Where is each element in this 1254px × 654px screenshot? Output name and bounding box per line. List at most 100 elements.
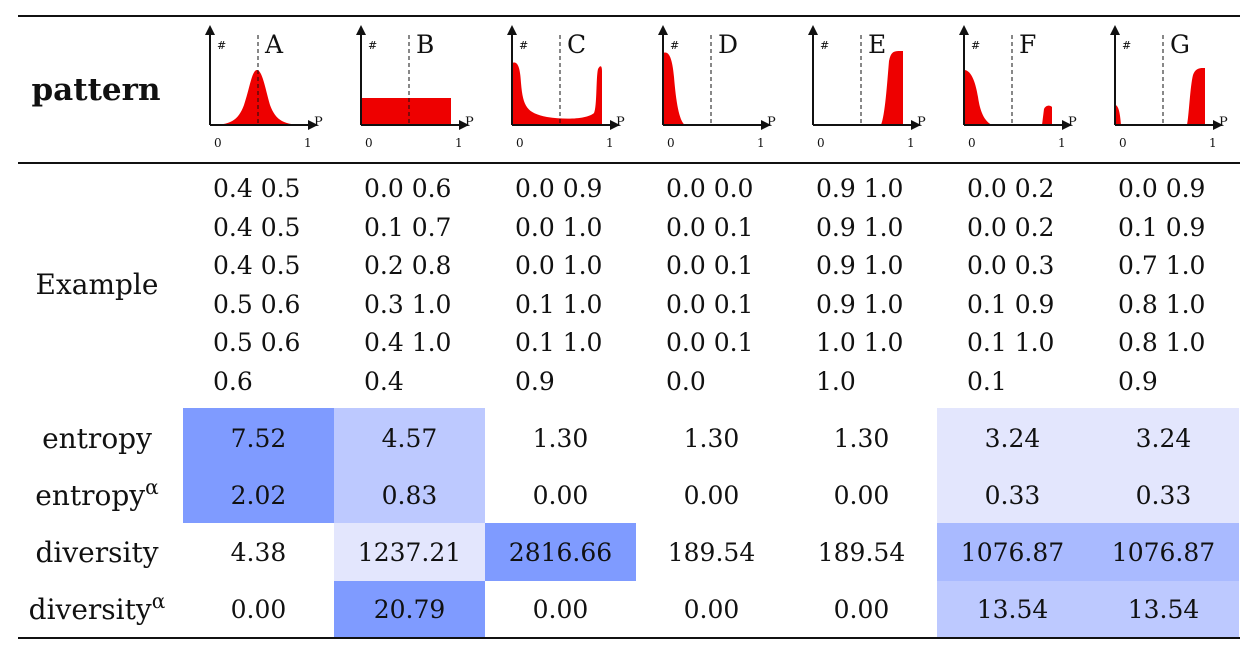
x-tick-min: 0 — [968, 136, 976, 150]
y-axis-label: # — [217, 39, 226, 52]
example-line: 0.1 1.0 — [967, 328, 1055, 357]
metric-value-g: 13.54 — [1127, 595, 1200, 624]
y-axis-arrow — [356, 25, 366, 35]
x-tick-min: 0 — [1119, 136, 1127, 150]
metric-value-a: 4.38 — [230, 538, 287, 567]
example-cell-b: 0.0 0.6 0.1 0.7 0.2 0.8 0.3 1.0 0.4 1.0 0.4 — [364, 170, 451, 401]
example-line: 0.1 1.0 — [515, 289, 603, 319]
example-cell-g: 0.0 0.9 0.1 0.9 0.7 1.0 0.8 1.0 0.8 1.0 0.9 — [1118, 170, 1205, 401]
y-axis-label: # — [368, 39, 377, 52]
metric-value-d: 0.00 — [683, 481, 740, 510]
x-tick-max: 1 — [455, 136, 463, 150]
pattern-header: pattern — [31, 72, 161, 108]
x-tick-max: 1 — [757, 136, 765, 150]
pattern-letter: C — [567, 30, 586, 59]
y-axis-arrow — [507, 25, 517, 35]
pattern-letter: F — [1019, 30, 1036, 59]
x-tick-max: 1 — [606, 136, 614, 150]
pattern-glyph-c: # C P 0 1 — [507, 25, 625, 150]
x-axis-label: P — [465, 115, 474, 130]
example-line: 0.0 1.0 — [515, 212, 603, 242]
example-line: 0.0 0.9 — [515, 174, 603, 203]
example-line: 0.0 0.3 — [967, 251, 1055, 280]
example-line: 0.1 0.9 — [1118, 212, 1206, 242]
example-cell-c: 0.0 0.9 0.0 1.0 0.0 1.0 0.1 1.0 0.1 1.0 0.9 — [515, 170, 602, 401]
metric-value-e: 0.00 — [833, 595, 890, 624]
metric-value-b: 20.79 — [373, 595, 446, 624]
metric-label-0: entropy — [12, 422, 182, 455]
example-line: 0.0 0.1 — [666, 328, 754, 357]
metric-value-a: 0.00 — [230, 595, 287, 624]
example-line: 0.8 1.0 — [1118, 289, 1206, 319]
x-axis-arrow — [1213, 120, 1223, 130]
example-cell-f: 0.0 0.2 0.0 0.2 0.0 0.3 0.1 0.9 0.1 1.0 0.1 — [967, 170, 1054, 401]
example-line: 0.4 — [364, 366, 404, 396]
metric-name: diversity — [28, 593, 152, 626]
pattern-glyph-a: # A P 0 1 — [205, 25, 323, 150]
distribution-area — [881, 51, 903, 125]
x-axis-arrow — [1062, 120, 1072, 130]
x-axis-arrow — [308, 120, 318, 130]
example-line: 0.0 0.6 — [364, 174, 452, 203]
example-line: 0.3 1.0 — [364, 289, 452, 319]
shade-diversity-alpha-b — [334, 581, 485, 637]
x-axis-label: P — [767, 115, 776, 130]
metric-value-c: 1.30 — [532, 424, 589, 453]
x-axis-label: P — [1068, 115, 1077, 130]
metric-value-g: 1076.87 — [1111, 538, 1216, 567]
example-line: 0.0 0.1 — [666, 289, 754, 319]
example-line: 0.9 — [1118, 366, 1158, 396]
x-axis-label: P — [616, 115, 625, 130]
metric-value-e: 1.30 — [833, 424, 890, 453]
metric-name: entropy — [35, 479, 146, 512]
example-line: 0.4 0.5 — [213, 174, 301, 203]
shade-diversity-b — [334, 523, 485, 581]
metric-value-b: 1237.21 — [357, 538, 462, 567]
example-line: 0.8 1.0 — [1118, 328, 1206, 357]
y-axis-arrow — [1110, 25, 1120, 35]
metric-value-c: 2816.66 — [508, 538, 613, 567]
pattern-letter: B — [416, 30, 434, 59]
shade-diversity-fg — [937, 523, 1239, 581]
example-line: 0.9 — [515, 366, 555, 396]
pattern-letter: E — [868, 30, 886, 59]
example-line: 1.0 1.0 — [816, 328, 904, 357]
metric-value-f: 0.33 — [984, 481, 1041, 510]
distribution-area — [663, 52, 685, 125]
shade-entropy-fg — [937, 408, 1239, 523]
example-line: 0.9 1.0 — [816, 174, 904, 203]
x-axis-arrow — [911, 120, 921, 130]
y-axis-arrow — [959, 25, 969, 35]
x-tick-min: 0 — [817, 136, 825, 150]
metric-name: entropy — [42, 422, 152, 455]
y-axis-label: # — [820, 39, 829, 52]
x-axis-label: P — [1219, 115, 1228, 130]
y-axis-arrow — [658, 25, 668, 35]
example-line: 0.5 0.6 — [213, 289, 301, 319]
y-axis-label: # — [1122, 39, 1131, 52]
metric-name: diversity — [35, 536, 159, 569]
x-axis-arrow — [761, 120, 771, 130]
example-line: 0.7 1.0 — [1118, 251, 1206, 280]
metric-value-a: 7.52 — [230, 424, 287, 453]
x-axis-arrow — [459, 120, 469, 130]
example-line: 0.9 1.0 — [816, 212, 904, 242]
metric-label-3: diversityα — [12, 589, 182, 626]
example-line: 0.4 0.5 — [213, 251, 301, 280]
x-tick-max: 1 — [1058, 136, 1066, 150]
example-line: 0.1 — [967, 366, 1007, 396]
example-line: 0.2 0.8 — [364, 251, 452, 280]
example-line: 0.1 0.7 — [364, 212, 452, 242]
example-label: Example — [35, 268, 159, 301]
x-tick-max: 1 — [907, 136, 915, 150]
example-line: 1.0 — [816, 366, 856, 396]
alpha-superscript: α — [151, 588, 166, 613]
distribution-area — [964, 70, 1052, 125]
example-line: 0.0 0.9 — [1118, 174, 1206, 203]
example-line: 0.0 1.0 — [515, 251, 603, 280]
example-line: 0.0 0.2 — [967, 174, 1055, 203]
metric-value-e: 0.00 — [833, 481, 890, 510]
pattern-glyph-e: # E P 0 1 — [808, 25, 926, 150]
metric-value-d: 0.00 — [683, 595, 740, 624]
metric-value-f: 1076.87 — [960, 538, 1065, 567]
